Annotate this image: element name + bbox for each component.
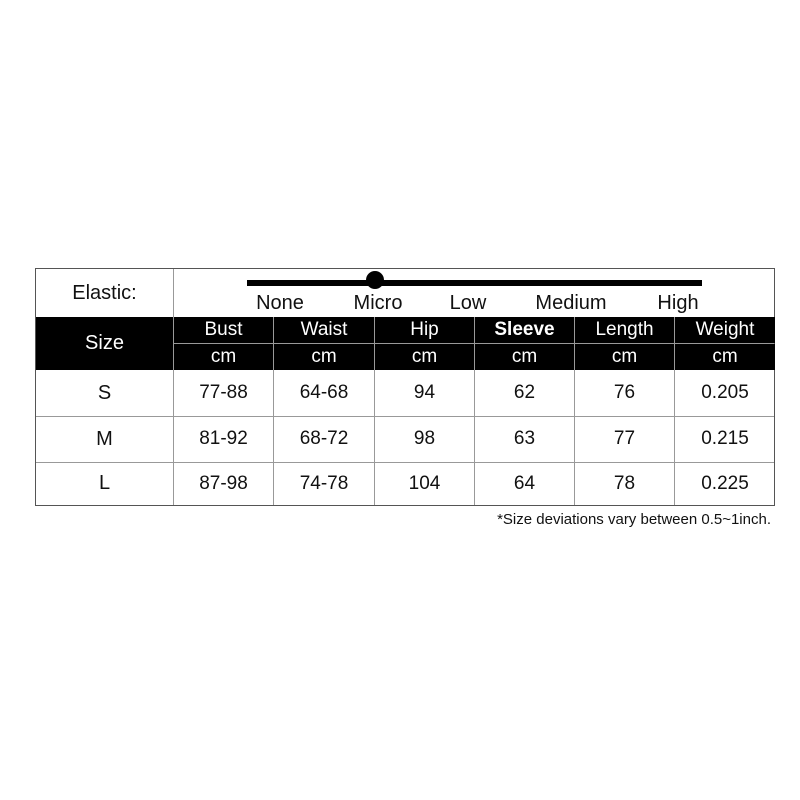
column-unit: cm [174,344,273,370]
table-cell: 64-68 [299,382,349,403]
table-cell: 77-88 [199,382,248,403]
table-cell: 81-92 [199,428,248,449]
size-cell: M [96,427,113,450]
elastic-level-high: High [657,292,699,314]
column-header-sleeve: Sleeve [475,317,574,343]
table-cell: 0.215 [701,428,749,449]
elasticity-marker [366,271,384,289]
table-cell: 78 [613,472,636,494]
table-cell: 0.205 [701,382,749,403]
column-header-hip: Hip [375,317,474,343]
table-cell: 74-78 [299,472,349,494]
column-header-waist: Waist [274,317,374,343]
elastic-level-medium: Medium [535,292,607,314]
column-unit: cm [475,344,574,370]
size-cell: S [97,381,112,404]
column-unit: cm [575,344,674,370]
table-cell: 68-72 [299,428,349,449]
table-cell: 87-98 [199,472,248,494]
elastic-label: Elastic: [72,281,137,304]
table-cell: 98 [413,428,436,449]
table-cell: 64 [513,472,536,494]
column-unit: cm [375,344,474,370]
elastic-level-none: None [256,292,304,314]
column-header-length: Length [575,317,674,343]
column-unit: cm [274,344,374,370]
column-header-bust: Bust [174,317,273,343]
table-cell: 76 [613,382,636,403]
size-header: Size [36,317,173,370]
table-cell: 0.225 [701,472,749,494]
table-cell: 62 [513,382,536,403]
table-cell: 77 [613,428,636,449]
table-cell: 63 [513,428,536,449]
table-cell: 104 [408,472,441,494]
size-cell: L [98,472,111,494]
column-unit: cm [675,344,775,370]
column-header-weight: Weight [675,317,775,343]
footnote: *Size deviations vary between 0.5~1inch. [497,511,771,528]
elasticity-scale [247,280,702,286]
elastic-level-micro: Micro [353,292,403,314]
size-chart-table [35,268,775,506]
table-cell: 94 [413,382,436,403]
elastic-level-low: Low [449,292,487,314]
